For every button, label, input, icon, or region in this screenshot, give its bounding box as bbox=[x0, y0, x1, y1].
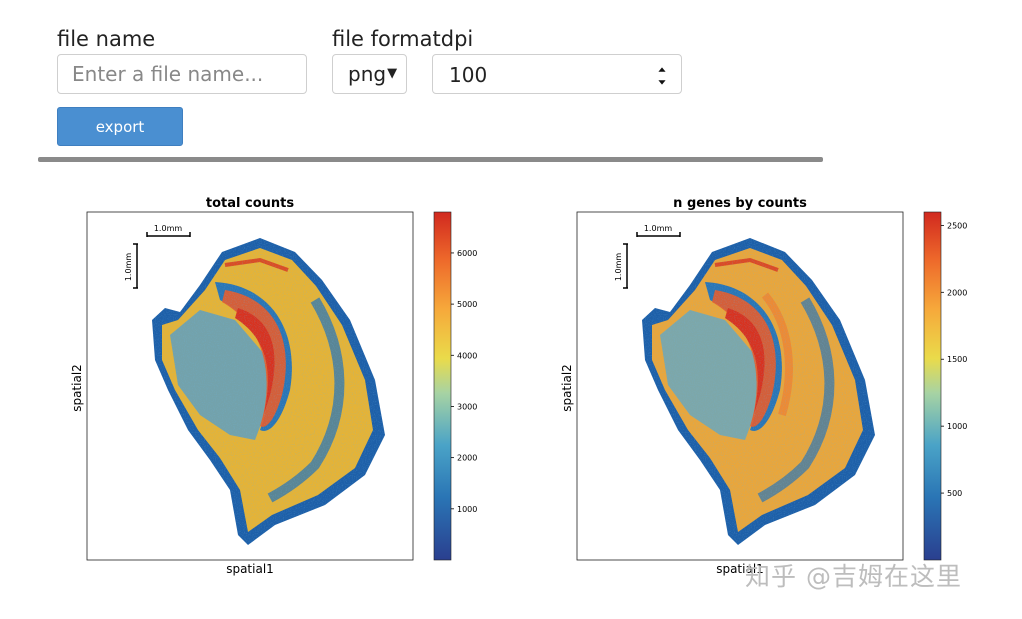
dpi-label: dpi bbox=[440, 27, 474, 51]
scalebar-h-label: 1.0mm bbox=[644, 224, 673, 233]
file-format-select[interactable]: png ▼ bbox=[332, 54, 407, 94]
colorbar-tick-label: 3000 bbox=[457, 402, 477, 411]
chart-title: n genes by counts bbox=[673, 196, 807, 211]
x-axis-label: spatial1 bbox=[716, 562, 764, 576]
y-axis-label: spatial2 bbox=[70, 364, 84, 412]
scalebar-horizontal: 1.0mm bbox=[636, 224, 681, 237]
colorbar-tick-label: 1500 bbox=[947, 355, 967, 364]
file-format-label: file format bbox=[332, 27, 441, 51]
scalebar-v-label: 1.0mm bbox=[124, 253, 133, 282]
tissue-section bbox=[152, 238, 385, 545]
scalebar-v-label: 1.0mm bbox=[614, 253, 623, 282]
dpi-input[interactable]: 100 bbox=[432, 54, 682, 94]
colorbar-tick-label: 2000 bbox=[947, 288, 967, 297]
colorbar: 500 1000 1500 2000 2500 bbox=[923, 211, 967, 561]
scalebar-horizontal: 1.0mm bbox=[146, 224, 191, 237]
tissue-section bbox=[642, 238, 875, 545]
y-axis-label: spatial2 bbox=[560, 364, 574, 412]
colorbar-tick-label: 5000 bbox=[457, 300, 477, 309]
file-format-dpi-label: file formatdpi bbox=[332, 27, 473, 51]
x-axis-label: spatial1 bbox=[226, 562, 274, 576]
dpi-value: 100 bbox=[449, 63, 488, 87]
colorbar-tick-label: 1000 bbox=[947, 422, 967, 431]
watermark: 知乎 @吉姆在这里 bbox=[745, 562, 962, 591]
scalebar-h-label: 1.0mm bbox=[154, 224, 183, 233]
spinner-arrows-icon[interactable] bbox=[655, 66, 669, 86]
total-counts-chart: total counts 1.0mm 1.0mm spatial1 spatia… bbox=[70, 196, 477, 576]
export-button[interactable]: export bbox=[57, 107, 183, 146]
colorbar: 1000 2000 3000 4000 5000 6000 bbox=[433, 211, 477, 561]
n-genes-by-counts-chart: n genes by counts 1.0mm 1.0mm spatial1 s… bbox=[560, 196, 967, 576]
colorbar-tick-label: 2000 bbox=[457, 454, 477, 463]
file-name-input[interactable] bbox=[57, 54, 307, 94]
file-format-value: png bbox=[348, 62, 387, 86]
colorbar-tick-label: 6000 bbox=[457, 249, 477, 258]
colorbar-tick-label: 2500 bbox=[947, 221, 967, 230]
scalebar-vertical: 1.0mm bbox=[614, 243, 628, 289]
caret-down-icon: ▼ bbox=[387, 65, 398, 81]
scalebar-vertical: 1.0mm bbox=[124, 243, 138, 289]
colorbar-gradient bbox=[433, 211, 452, 561]
colorbar-tick-label: 500 bbox=[947, 489, 962, 498]
colorbar-tick-label: 1000 bbox=[457, 505, 477, 514]
colorbar-tick-label: 4000 bbox=[457, 351, 477, 360]
divider bbox=[38, 157, 823, 162]
chart-title: total counts bbox=[206, 196, 294, 211]
file-name-label: file name bbox=[57, 27, 156, 51]
colorbar-gradient bbox=[923, 211, 942, 561]
